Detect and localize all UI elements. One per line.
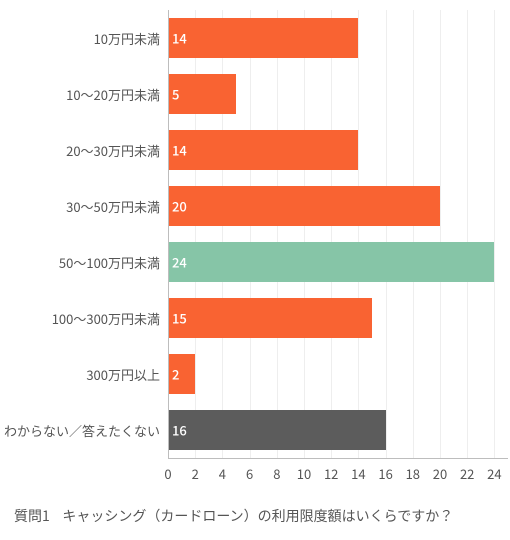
- category-label: 300万円以上: [86, 365, 168, 384]
- bar-value-label: 20: [172, 197, 187, 216]
- x-tick-label: 8: [273, 464, 280, 483]
- bar-row: わからない／答えたくない16: [168, 410, 508, 450]
- category-label: 10～20万円未満: [66, 85, 168, 104]
- bar: 24: [168, 242, 494, 282]
- x-tick-label: 10: [297, 464, 311, 483]
- x-tick-label: 20: [433, 464, 447, 483]
- bar: 14: [168, 130, 358, 170]
- x-axis: [168, 458, 508, 459]
- bar: 2: [168, 354, 195, 394]
- bar-value-label: 5: [172, 85, 179, 104]
- category-label: 30～50万円未満: [66, 197, 168, 216]
- chart-caption: 質問1 キャッシング（カードローン）の利用限度額はいくらですか？: [14, 506, 453, 526]
- bar-row: 10万円未満14: [168, 18, 508, 58]
- x-tick-label: 12: [324, 464, 338, 483]
- bar: 16: [168, 410, 386, 450]
- bar: 5: [168, 74, 236, 114]
- bar: 20: [168, 186, 440, 226]
- bar: 15: [168, 298, 372, 338]
- x-tick-label: 0: [164, 464, 171, 483]
- x-tick-label: 22: [460, 464, 474, 483]
- bar-value-label: 16: [172, 421, 187, 440]
- category-label: 100～300万円未満: [52, 309, 168, 328]
- category-label: 20～30万円未満: [66, 141, 168, 160]
- caption-text: キャッシング（カードローン）の利用限度額はいくらですか？: [62, 506, 453, 526]
- y-axis: [168, 10, 169, 458]
- bar-value-label: 24: [172, 253, 187, 272]
- bar-row: 300万円以上2: [168, 354, 508, 394]
- bar-row: 10～20万円未満5: [168, 74, 508, 114]
- plot-area: 02468101214161820222410万円未満1410～20万円未満52…: [168, 10, 508, 458]
- bar-row: 30～50万円未満20: [168, 186, 508, 226]
- chart-frame: 02468101214161820222410万円未満1410～20万円未満52…: [0, 0, 510, 540]
- category-label: わからない／答えたくない: [4, 421, 168, 440]
- bar-value-label: 14: [172, 141, 187, 160]
- bar: 14: [168, 18, 358, 58]
- caption-prefix: 質問1: [14, 506, 50, 526]
- x-tick-label: 18: [406, 464, 420, 483]
- bar-value-label: 2: [172, 365, 179, 384]
- category-label: 10万円未満: [94, 29, 168, 48]
- x-tick-label: 6: [246, 464, 253, 483]
- x-tick-label: 16: [378, 464, 392, 483]
- x-tick-label: 14: [351, 464, 365, 483]
- x-tick-label: 2: [192, 464, 199, 483]
- bar-row: 50～100万円未満24: [168, 242, 508, 282]
- category-label: 50～100万円未満: [59, 253, 168, 272]
- x-tick-label: 24: [487, 464, 501, 483]
- bar-value-label: 15: [172, 309, 187, 328]
- bar-value-label: 14: [172, 29, 187, 48]
- bar-row: 100～300万円未満15: [168, 298, 508, 338]
- bar-row: 20～30万円未満14: [168, 130, 508, 170]
- x-tick-label: 4: [219, 464, 226, 483]
